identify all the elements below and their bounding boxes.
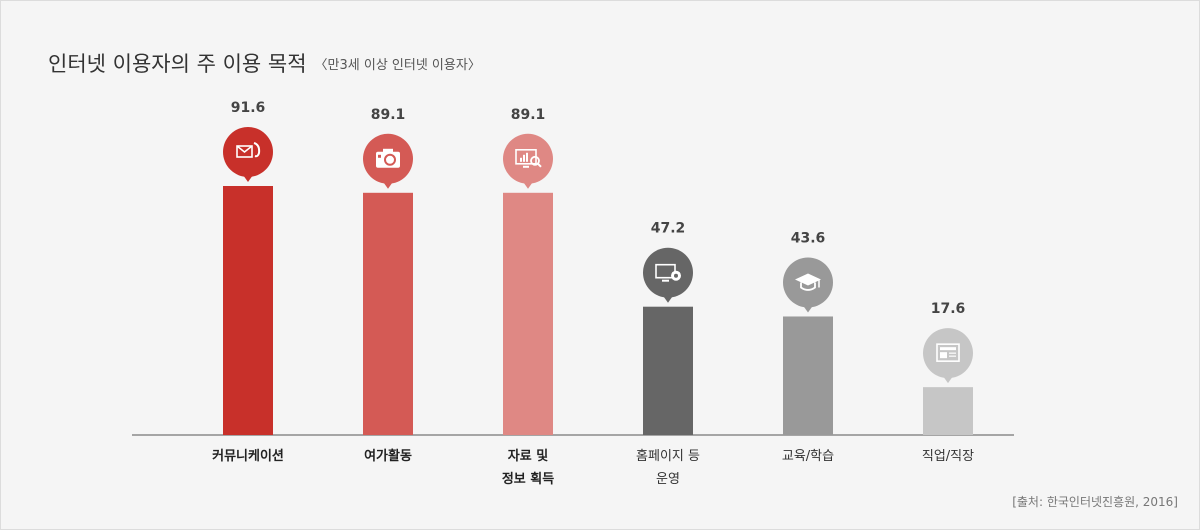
icon-bubble-pointer: [803, 305, 813, 313]
camera-flash: [378, 154, 381, 158]
chart-bar-glyph: [520, 157, 522, 162]
data-label: 43.6: [791, 230, 826, 246]
bar: [223, 186, 273, 435]
category-label: 홈페이지 등: [636, 449, 700, 464]
data-label: 91.6: [231, 100, 266, 116]
data-label: 89.1: [511, 107, 546, 123]
bar: [503, 192, 553, 435]
search-lens: [530, 155, 540, 166]
mail-flap: [236, 145, 253, 154]
category-label: 직업/직장: [922, 449, 974, 464]
category-label: 교육/학습: [782, 449, 834, 464]
cap-base: [800, 282, 816, 291]
category-label: 커뮤니케이션: [212, 448, 284, 464]
graduation-cap-icon: [783, 257, 833, 313]
category-label: 자료 및: [508, 449, 548, 464]
chart-subtitle: 〈만3세 이상 인터넷 이용자〉: [314, 58, 481, 73]
icon-bubble-pointer: [943, 376, 953, 384]
source-note: [출처: 한국인터넷진흥원, 2016]: [1012, 495, 1178, 509]
icon-bubble-pointer: [383, 181, 393, 189]
mail-shape: [236, 145, 253, 158]
monitor-gear-icon: [643, 247, 693, 303]
monitor-chart-search-icon: [503, 133, 553, 189]
chart-bar-glyph: [526, 152, 528, 162]
paper-headline: [940, 347, 956, 351]
icon-bubble-pointer: [663, 295, 673, 303]
bar: [783, 316, 833, 435]
mail-phone-icon: [223, 127, 273, 182]
data-label: 47.2: [651, 221, 686, 237]
chart-title: 인터넷 이용자의 주 이용 목적 〈만3세 이상 인터넷 이용자〉: [48, 48, 481, 78]
icon-bubble-pointer: [243, 175, 253, 182]
icon-bubble: [643, 247, 693, 298]
category-label: 정보 획득: [502, 471, 554, 487]
phone-shape: [253, 142, 261, 158]
bar: [643, 306, 693, 435]
icon-bubble: [923, 328, 973, 379]
bar: [363, 192, 413, 435]
data-label: 17.6: [931, 301, 966, 317]
chart-title-text: 인터넷 이용자의 주 이용 목적: [48, 52, 307, 76]
category-label: 여가활동: [364, 448, 412, 464]
chart-bar-glyph: [523, 154, 525, 162]
paper-image: [940, 352, 947, 359]
camera-lens: [384, 153, 396, 166]
category-label: 운영: [656, 472, 680, 487]
gear-hole: [674, 273, 678, 278]
newspaper-icon: [923, 328, 973, 384]
camera-icon: [363, 133, 413, 189]
search-handle: [537, 163, 542, 168]
icon-bubble-pointer: [523, 181, 533, 189]
paper-frame: [936, 343, 960, 362]
camera-top: [383, 148, 393, 153]
bar: [923, 387, 973, 435]
icon-bubble: [223, 127, 273, 177]
data-label: 89.1: [371, 107, 406, 123]
